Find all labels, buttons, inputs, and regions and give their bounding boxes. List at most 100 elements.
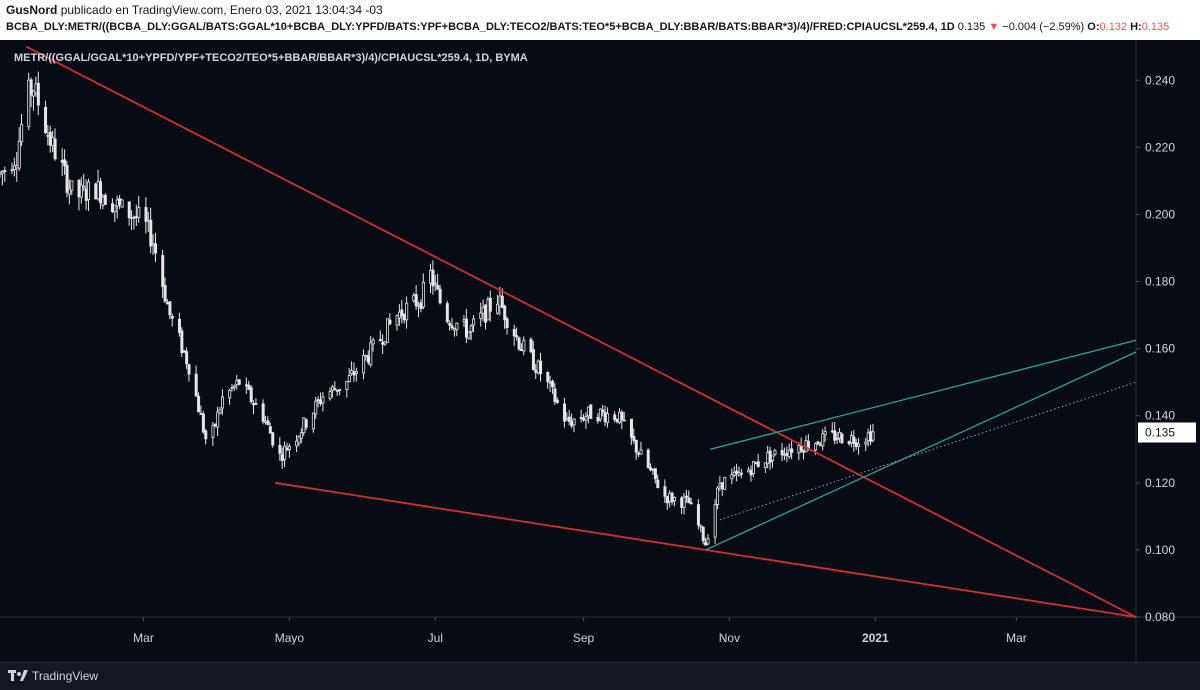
candle-body	[96, 181, 100, 200]
author-name[interactable]: GusNord	[6, 3, 58, 17]
candle-body	[29, 79, 33, 96]
candle-body	[65, 165, 69, 193]
candle-body	[854, 442, 858, 448]
y-tick-label: 0.140	[1145, 409, 1175, 423]
candle-body	[436, 285, 440, 290]
y-tick-label: 0.240	[1145, 73, 1175, 87]
candles-group	[0, 71, 875, 546]
candle-body	[232, 385, 236, 388]
candle-body	[252, 403, 256, 406]
candle-body	[500, 295, 504, 308]
candle-body	[680, 497, 684, 508]
candle-body	[187, 364, 191, 375]
candle-body	[689, 502, 693, 505]
trendline-teal-upper	[710, 339, 1137, 450]
candle-body	[264, 420, 268, 423]
candle-body	[737, 472, 741, 476]
candle-body	[134, 216, 138, 219]
candle-body	[615, 418, 619, 423]
candle-body	[584, 416, 588, 421]
candle-body	[519, 349, 523, 352]
symbol-full[interactable]: BCBA_DLY:METR/((BCBA_DLY:GGAL/BATS:GGAL*…	[6, 21, 955, 33]
change-value: −0.004 (−2.59%)	[1002, 21, 1085, 33]
candle-body	[840, 433, 844, 444]
candle-body	[498, 295, 502, 307]
candle-body	[632, 436, 636, 441]
candle-body	[847, 441, 851, 445]
candle-body	[684, 495, 688, 498]
last-value: 0.135	[957, 21, 986, 33]
candle-body	[287, 445, 291, 450]
candle-body	[732, 471, 736, 476]
candle-body	[579, 416, 583, 419]
candle-body	[850, 435, 854, 444]
candle-body	[261, 403, 265, 422]
candle-body	[756, 461, 760, 467]
down-arrow-icon: ▼	[988, 21, 1000, 33]
candle-body	[739, 472, 743, 475]
candle-body	[53, 138, 57, 160]
candle-body	[589, 404, 593, 420]
candle-body	[833, 430, 837, 441]
candle-body	[421, 281, 425, 308]
candle-body	[211, 424, 215, 438]
x-tick-label: Nov	[719, 631, 740, 645]
candle-body	[154, 243, 158, 254]
candle-body	[448, 323, 452, 326]
candle-body	[546, 371, 550, 382]
candle-body	[548, 381, 552, 384]
y-axis-ticks: 0.080 0.100 0.120 0.140 0.160 0.180 0.200 0.220…	[1136, 73, 1175, 624]
candle-body	[79, 184, 83, 198]
candle-body	[534, 369, 538, 373]
candle-body	[869, 431, 873, 442]
candle-body	[452, 328, 456, 331]
tradingview-brand[interactable]: TradingView	[32, 669, 99, 683]
candle-body	[696, 504, 700, 526]
candle-body	[84, 188, 88, 201]
candle-body	[163, 285, 167, 302]
candle-body	[32, 90, 36, 97]
candle-body	[503, 305, 507, 321]
chart-svg[interactable]: 0.080 0.100 0.120 0.140 0.160 0.180 0.200 0.220…	[0, 40, 1200, 662]
candle-body	[699, 525, 703, 528]
candle-body	[218, 409, 222, 414]
candle-body	[486, 299, 490, 321]
chart-area[interactable]: 0.080 0.100 0.120 0.140 0.160 0.180 0.200 0.220…	[0, 40, 1200, 662]
candle-body	[213, 423, 217, 426]
candle-body	[818, 444, 822, 447]
candle-body	[663, 486, 667, 497]
candle-body	[713, 504, 717, 538]
x-axis-ticks: Mar Mayo Jul Sep Nov 2021 Mar	[133, 617, 1027, 645]
candle-body	[395, 315, 399, 326]
candle-body	[433, 282, 437, 285]
candle-body	[383, 341, 387, 345]
candle-body	[429, 270, 433, 284]
candle-body	[763, 462, 767, 468]
candle-body	[735, 470, 739, 474]
candle-body	[36, 82, 40, 106]
candle-body	[871, 431, 875, 441]
candle-body	[835, 438, 839, 440]
candle-body	[656, 479, 660, 488]
candle-body	[350, 370, 354, 374]
candle-body	[670, 492, 674, 503]
candle-body	[369, 342, 373, 366]
tradingview-logo-icon[interactable]	[8, 668, 28, 684]
candle-body	[649, 467, 653, 471]
publish-line: GusNord publicado en TradingView.com, En…	[6, 3, 383, 17]
candle-body	[751, 461, 755, 474]
candle-body	[15, 165, 19, 169]
candle-body	[754, 462, 758, 465]
candle-body	[464, 318, 468, 338]
y-tick-label: 0.120	[1145, 476, 1175, 490]
candle-body	[347, 375, 351, 383]
candle-body	[185, 351, 189, 365]
candle-body	[768, 450, 772, 463]
y-tick-label: 0.160	[1145, 342, 1175, 356]
published-text: publicado en TradingView.com, Enero 03, …	[60, 3, 383, 17]
candle-body	[299, 432, 303, 439]
candle-body	[586, 406, 590, 417]
candle-body	[378, 339, 382, 341]
candle-body	[314, 400, 318, 415]
candle-body	[572, 418, 576, 426]
